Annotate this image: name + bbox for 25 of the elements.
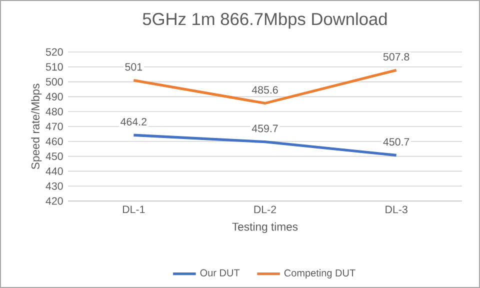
legend-label: Our DUT [200, 269, 240, 276]
x-axis-title: Testing times [232, 222, 298, 233]
data-label: 501 [125, 63, 142, 71]
y-tick-label: 430 [46, 182, 63, 190]
y-tick-label: 470 [46, 122, 63, 130]
y-tick-label: 460 [46, 138, 63, 146]
data-label: 464.2 [120, 118, 146, 126]
x-tick-label: DL-3 [386, 206, 408, 214]
legend-label: Competing DUT [284, 269, 356, 278]
y-tick-label: 420 [46, 197, 63, 205]
y-tick-label: 500 [46, 78, 63, 86]
y-tick-label: 450 [46, 152, 63, 160]
y-tick-label: 440 [46, 167, 63, 175]
y-tick-label: 520 [46, 48, 63, 56]
y-axis-title: Speed rate/Mbps [31, 84, 42, 170]
y-tick-label: 480 [46, 108, 63, 116]
data-label: 459.7 [252, 124, 278, 132]
x-tick-label: DL-1 [122, 206, 145, 214]
data-label: 507.8 [383, 53, 410, 61]
x-tick-label: DL-2 [254, 206, 276, 214]
data-label: 485.6 [252, 86, 278, 94]
y-tick-label: 510 [46, 63, 63, 71]
y-tick-label: 490 [46, 92, 63, 100]
chart-title: 5GHz 1m 866.7Mbps Download [142, 12, 387, 29]
data-label: 450.7 [383, 138, 410, 146]
